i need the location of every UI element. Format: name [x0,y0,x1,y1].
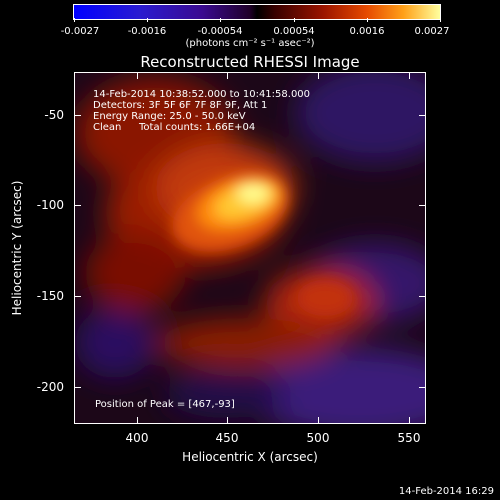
colorbar-tick [367,18,368,22]
colorbar-tick-label: -0.00054 [197,26,243,37]
y-axis-tick [75,296,81,297]
x-axis-tick [137,73,138,79]
x-axis-tick [227,417,228,423]
peak-position-label: Position of Peak = [467,-93] [95,399,235,410]
colorbar-tick [294,18,295,22]
colorbar-tick-label: 0.0027 [414,26,450,37]
x-axis-tick [409,73,410,79]
colorbar-tick-label: -0.0016 [127,26,167,37]
colorbar-tick [74,18,75,22]
detectors-label: Detectors: 3F 5F 6F 7F 8F 9F, Att 1 [93,100,268,111]
y-tick-label: -200 [36,380,64,394]
y-tick-label: -100 [36,198,64,212]
y-axis-tick [75,205,81,206]
x-tick-label: 550 [397,431,421,445]
footer-timestamp: 14-Feb-2014 16:29 [398,486,494,497]
colorbar-tick-label: 0.00054 [273,26,315,37]
y-axis-title: Heliocentric Y (arcsec) [10,180,24,316]
colorbar-tick [220,18,221,22]
y-axis-tick [75,387,81,388]
x-tick-label: 500 [306,431,330,445]
x-axis-tick [409,417,410,423]
method-label: Clean [93,122,122,133]
colorbar-tick-label: 0.0016 [349,26,385,37]
y-tick-label: -150 [36,289,64,303]
plot-title: Reconstructed RHESSI Image [140,53,360,71]
x-tick-label: 400 [125,431,149,445]
x-axis-tick [137,417,138,423]
x-axis-title: Heliocentric X (arcsec) [182,450,318,464]
energy-range-label: Energy Range: 25.0 - 50.0 keV [93,111,246,122]
y-tick-label: -50 [44,108,64,122]
y-axis-tick [419,205,425,206]
x-axis-tick [227,73,228,79]
y-axis-tick [75,115,81,116]
heatmap-image [75,73,425,423]
y-axis-tick [419,115,425,116]
x-axis-tick [318,73,319,79]
image-plot: 14-Feb-2014 10:38:52.000 to 10:41:58.000… [74,72,426,424]
colorbar-tick-label: -0.0027 [60,26,100,37]
x-axis-tick [318,417,319,423]
total-counts-label: Total counts: 1.66E+04 [139,122,256,133]
y-axis-tick [419,387,425,388]
y-axis-tick [419,296,425,297]
x-tick-label: 450 [215,431,239,445]
colorbar-tick [147,18,148,22]
colorbar [74,5,440,19]
colorbar-tick [440,18,441,22]
time-range-label: 14-Feb-2014 10:38:52.000 to 10:41:58.000 [93,89,311,100]
colorbar-units: (photons cm⁻² s⁻¹ asec⁻²) [185,38,315,49]
